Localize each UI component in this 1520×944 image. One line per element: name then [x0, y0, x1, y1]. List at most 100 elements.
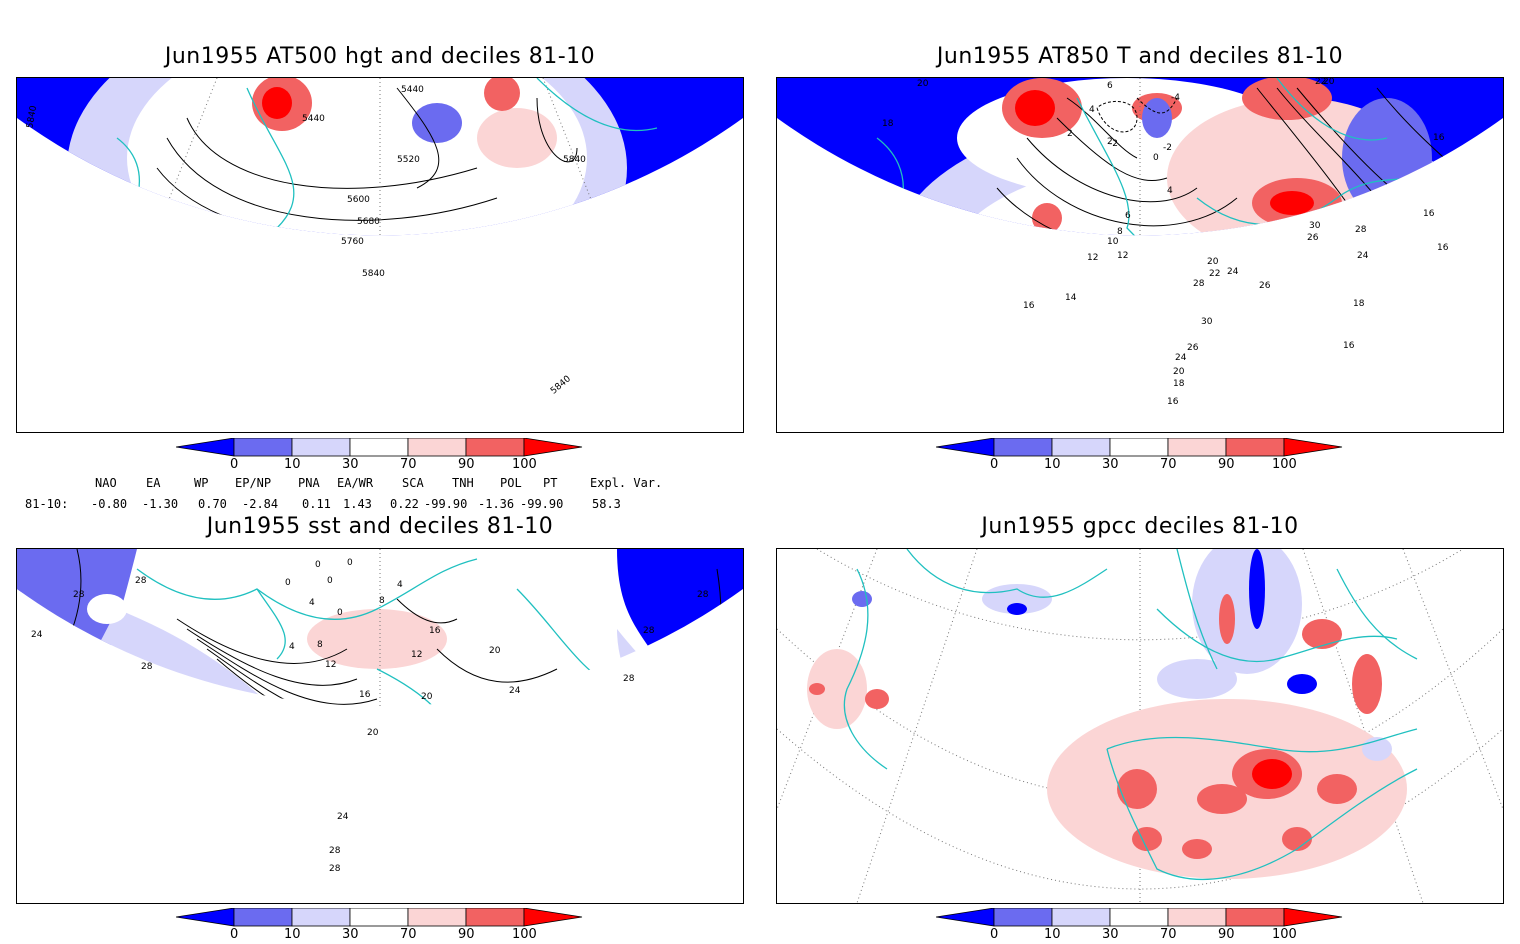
- contour-label: 5520: [397, 155, 420, 165]
- contour-label: -4: [1171, 93, 1180, 103]
- contour-labels: 28 24 28 28 0 0 0 4 4 8 12 16 20 24 28 2…: [31, 558, 709, 874]
- contour-label: 22: [1209, 269, 1220, 279]
- index-header: Expl. Var.: [590, 476, 663, 490]
- contour-label: 28: [643, 626, 655, 636]
- contour-label: 30: [1309, 221, 1321, 231]
- colorbar-tick: 0: [990, 457, 998, 472]
- colorbar-tick: 70: [400, 457, 417, 472]
- contour-label: 16: [1023, 301, 1035, 311]
- contour-label: 16: [1433, 133, 1445, 143]
- colorbar-tick: 10: [284, 927, 301, 940]
- index-header: SCA: [402, 476, 424, 490]
- colorbar-tick: 100: [512, 927, 537, 940]
- index-header: EP/NP: [235, 476, 272, 490]
- contour-label: 12: [1087, 253, 1098, 263]
- colorbar-top-left: 0 10 30 70 90 100: [175, 437, 586, 474]
- contour-labels: 20 6 4 2 0 -2 -4 -2 2 4 6 8 10 12 14 16 …: [882, 78, 1449, 407]
- contour-label: 6: [1125, 211, 1131, 221]
- contour-label: 4: [289, 642, 295, 652]
- index-value: -99.90: [520, 497, 564, 511]
- contour-label: 16: [1423, 209, 1435, 219]
- contour-label: 2: [1107, 137, 1113, 147]
- contour-label: 28: [135, 576, 147, 586]
- contour-label: 0: [285, 578, 291, 588]
- colorbar-tick: 70: [400, 927, 417, 940]
- contour-label: 8: [1117, 227, 1123, 237]
- contour-label: 6: [1107, 81, 1113, 91]
- contour-label: 24: [31, 630, 43, 640]
- contour-label: 18: [1173, 379, 1185, 389]
- contour-label: 10: [1107, 237, 1119, 247]
- contour-label: 4: [397, 580, 403, 590]
- colorbar-tick: 10: [284, 457, 301, 472]
- contour-label: 4: [1167, 186, 1173, 196]
- index-header: POL: [500, 476, 522, 490]
- index-value: 0.11: [302, 497, 331, 511]
- index-value: -1.36: [478, 497, 515, 511]
- colorbar-tick: 0: [230, 927, 238, 940]
- contour-label: 26: [1187, 343, 1199, 353]
- index-value: 1.43: [343, 497, 372, 511]
- contour-label: 4: [309, 598, 315, 608]
- contour-label: 8: [317, 640, 323, 650]
- colorbar-tick: 90: [1218, 457, 1235, 472]
- contour-label: 16: [1437, 243, 1449, 253]
- contour-label: 30: [1201, 317, 1213, 327]
- panel-title-sst: Jun1955 sst and deciles 81-10: [206, 514, 554, 539]
- colorbar-tick: 30: [342, 457, 359, 472]
- contour-label: 0: [347, 558, 353, 568]
- contour-label: 14: [1065, 293, 1077, 303]
- contour-label: 5760: [341, 237, 364, 247]
- colorbar-tick: 30: [1102, 457, 1119, 472]
- index-value: -0.80: [91, 497, 128, 511]
- contour-label: 5840: [549, 374, 573, 397]
- index-value: -1.30: [142, 497, 179, 511]
- contour-label: 5440: [302, 114, 325, 124]
- contour-label: 18: [882, 119, 894, 129]
- index-header: PNA: [298, 476, 320, 490]
- index-value: 0.22: [390, 497, 419, 511]
- contour-label: 24: [337, 812, 349, 822]
- contour-label: 12: [411, 650, 422, 660]
- contour-label: 28: [1193, 279, 1205, 289]
- index-value: -2.84: [242, 497, 279, 511]
- map-panel-sst: 28 24 28 28 0 0 0 4 4 8 12 16 20 24 28 2…: [16, 548, 744, 904]
- contour-label: 20: [917, 79, 929, 89]
- colorbar-bottom-right: 0 10 30 70 90 100: [935, 907, 1346, 942]
- colorbar-top-right: 0 10 30 70 90 100: [935, 437, 1346, 474]
- colorbar-tick: 0: [990, 927, 998, 940]
- contour-label: 0: [337, 608, 343, 618]
- index-header: EA: [146, 476, 161, 490]
- map-panel-at850-temperature: 20 6 4 2 0 -2 -4 -2 2 4 6 8 10 12 14 16 …: [776, 77, 1504, 433]
- contour-label: 16: [1343, 341, 1355, 351]
- contour-label: 12: [1117, 251, 1128, 261]
- colorbar-tick: 70: [1160, 927, 1177, 940]
- contour-label: 0: [327, 576, 333, 586]
- contour-label: 28: [73, 590, 85, 600]
- contour-label: 16: [429, 626, 441, 636]
- colorbar-tick: 100: [1272, 457, 1297, 472]
- contour-label: 2: [1067, 129, 1073, 139]
- colorbar-tick: 0: [230, 457, 238, 472]
- contour-label: 26: [1307, 233, 1319, 243]
- colorbar-tick: 10: [1044, 927, 1061, 940]
- panel-title-at850: Jun1955 AT850 T and deciles 81-10: [936, 44, 1344, 69]
- index-header: TNH: [452, 476, 474, 490]
- colorbar-tick: 30: [342, 927, 359, 940]
- contour-label: 26: [1259, 281, 1271, 291]
- colorbar-tick: 70: [1160, 457, 1177, 472]
- contour-label: 28: [329, 864, 341, 874]
- contour-label: 0: [1153, 153, 1159, 163]
- contour-label: 28: [329, 846, 341, 856]
- contour-label: 5840: [362, 269, 385, 279]
- colorbar-tick: 10: [1044, 457, 1061, 472]
- contour-label: 20: [1323, 78, 1335, 87]
- index-value: -99.90: [424, 497, 468, 511]
- map-panel-at500-height: 5440 5440 5520 5600 5680 5760 5840 5840 …: [16, 77, 744, 433]
- contour-label: 24: [1357, 251, 1369, 261]
- contour-label: 20: [367, 728, 379, 738]
- index-value: 58.3: [592, 497, 621, 511]
- panel-title-at500: Jun1955 AT500 hgt and deciles 81-10: [164, 44, 596, 69]
- index-header: EA/WR: [337, 476, 374, 490]
- contour-label: 5680: [357, 217, 380, 227]
